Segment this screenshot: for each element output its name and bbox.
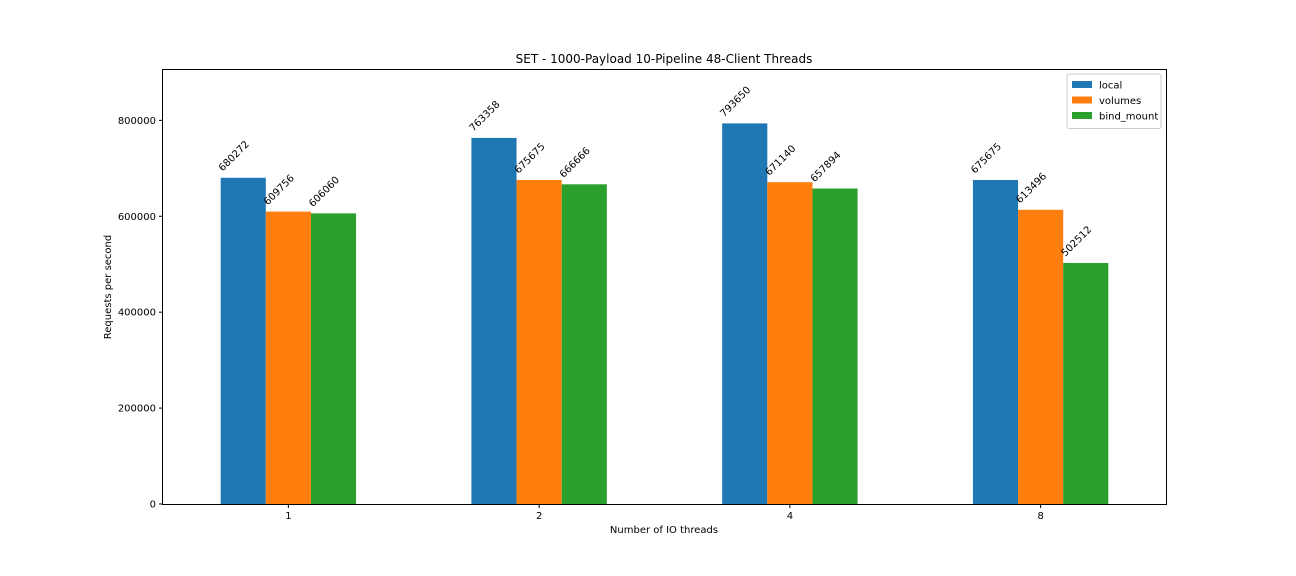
data-label-volumes-8: 613496 [1014,171,1049,206]
bar-volumes-4 [767,182,813,505]
bar-volumes-8 [1018,209,1064,504]
data-label-bind_mount-2: 666666 [558,146,593,181]
y-tick-label-400000: 400000 [118,308,156,319]
x-axis-title: Number of IO threads [610,525,718,536]
legend-swatch-bind_mount [1072,112,1092,119]
x-tick-label-2: 2 [536,511,542,522]
bar-volumes-1 [265,211,311,505]
bar-volumes-2 [516,179,562,504]
legend-swatch-local [1072,81,1092,88]
legend-label-volumes: volumes [1099,96,1141,107]
bar-local-2 [471,137,517,505]
legend-label-bind_mount: bind_mount [1099,112,1158,123]
bar-local-4 [722,123,768,505]
plot-frame [162,69,1167,505]
data-label-bind_mount-4: 657894 [809,150,844,185]
bar-bind_mount-2 [561,184,607,504]
y-tick-label-600000: 600000 [118,212,156,223]
legend-swatch-volumes [1072,96,1092,104]
data-label-local-2: 763358 [468,99,503,134]
bar-local-1 [220,177,266,504]
y-tick-label-0: 0 [150,500,156,511]
x-tick-label-1: 1 [285,511,291,522]
data-label-local-4: 793650 [719,85,754,120]
y-tick-label-200000: 200000 [118,404,156,415]
legend: local volumes bind_mount [1066,73,1162,129]
data-label-volumes-1: 609756 [262,173,297,208]
data-label-volumes-4: 671140 [764,143,799,178]
bars-group [220,123,1109,505]
data-label-local-1: 680272 [217,139,252,174]
bar-bind_mount-4 [812,188,858,505]
y-axis: 0 200000 400000 600000 800000 [118,116,163,511]
y-tick-label-800000: 800000 [118,116,156,127]
bar-bind_mount-1 [310,213,357,504]
bar-bind_mount-8 [1063,263,1109,504]
bar-local-8 [972,179,1019,504]
x-tick-label-4: 4 [787,511,793,522]
data-label-local-8: 675675 [969,141,1004,176]
chart-title: SET - 1000-Payload 10-Pipeline 48-Client… [516,52,813,66]
x-tick-label-8: 8 [1037,511,1043,522]
data-label-bind_mount-8: 502512 [1060,224,1095,259]
y-axis-title: Requests per second [103,235,114,339]
data-label-bind_mount-1: 606060 [307,175,342,210]
x-axis: 1 2 4 8 [285,504,1044,522]
legend-label-local: local [1099,81,1122,92]
data-label-volumes-2: 675675 [513,141,548,176]
